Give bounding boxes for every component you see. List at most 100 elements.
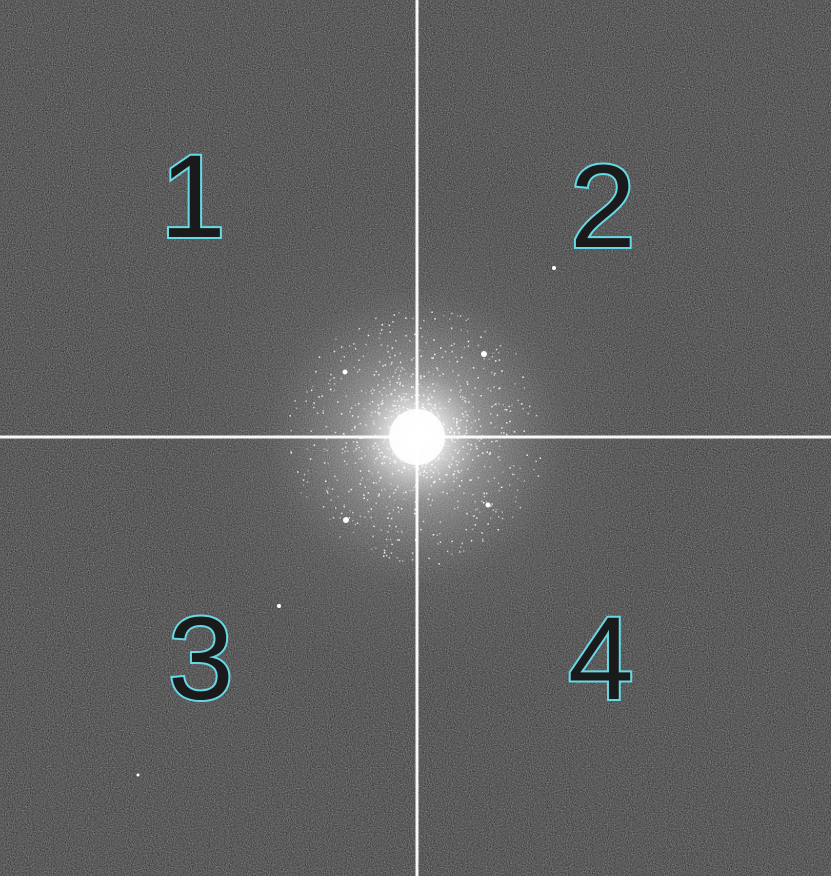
speckle xyxy=(381,463,384,465)
speckle xyxy=(341,413,343,415)
speckle xyxy=(516,489,519,491)
speckle xyxy=(403,466,406,469)
speckle xyxy=(354,425,356,428)
speckle xyxy=(474,500,476,503)
speckle xyxy=(401,471,403,473)
speckle xyxy=(401,367,403,369)
speckle xyxy=(424,466,427,468)
speckle xyxy=(351,429,353,431)
speckle xyxy=(451,458,454,461)
speckle xyxy=(452,457,455,459)
speckle xyxy=(388,525,391,527)
quadrant-label-1: 1 xyxy=(158,131,228,263)
speckle xyxy=(405,372,407,375)
speckle xyxy=(350,488,352,491)
speckle xyxy=(370,516,372,519)
speckle xyxy=(386,545,388,547)
speckle xyxy=(457,431,460,433)
speckle xyxy=(363,408,366,410)
speckle xyxy=(432,357,434,359)
speckle xyxy=(456,437,458,440)
speckle xyxy=(491,371,493,374)
speckle xyxy=(452,420,455,423)
speckle xyxy=(343,433,345,436)
speckle xyxy=(302,479,305,481)
speckle xyxy=(466,383,469,385)
speckle xyxy=(360,457,363,460)
quadrant-label-2: 2 xyxy=(568,141,638,273)
speckle xyxy=(364,486,366,488)
speckle xyxy=(323,448,326,450)
speckle xyxy=(384,438,386,440)
speckle xyxy=(333,389,336,392)
speckle xyxy=(337,401,339,403)
speckle xyxy=(432,534,435,536)
speckle xyxy=(309,458,312,460)
speckle xyxy=(458,374,460,376)
speckle xyxy=(450,463,453,465)
speckle xyxy=(352,512,354,514)
speckle xyxy=(410,386,413,388)
speckle xyxy=(335,507,337,509)
speckle xyxy=(306,448,308,450)
speckle xyxy=(449,461,451,463)
speckle xyxy=(498,403,500,405)
speckle xyxy=(448,318,451,320)
speckle xyxy=(431,499,434,502)
speckle xyxy=(474,509,477,511)
speckle xyxy=(439,521,442,523)
speckle xyxy=(458,432,461,435)
speckle xyxy=(330,388,332,391)
speckle xyxy=(398,374,401,377)
speckle xyxy=(460,329,462,331)
speckle xyxy=(337,495,339,498)
speckle xyxy=(289,415,291,417)
speckle xyxy=(391,473,394,475)
speckle xyxy=(356,371,359,373)
speckle xyxy=(458,485,460,487)
speckle xyxy=(325,426,328,428)
speckle xyxy=(402,560,404,562)
speckle xyxy=(474,420,476,422)
speckle xyxy=(483,367,485,370)
speckle xyxy=(441,356,444,358)
speckle xyxy=(456,464,458,466)
speckle xyxy=(476,438,479,440)
speckle xyxy=(412,317,414,320)
speckle xyxy=(394,404,397,407)
speckle xyxy=(440,347,442,349)
speckle xyxy=(372,535,374,538)
speckle xyxy=(497,352,500,354)
speckle xyxy=(445,458,448,461)
speckle xyxy=(381,399,384,402)
speckle xyxy=(325,438,328,440)
speckle xyxy=(349,510,351,512)
speckle xyxy=(490,413,492,415)
speckle xyxy=(388,324,391,327)
speckle xyxy=(329,518,331,520)
speckle xyxy=(533,468,535,471)
speckle xyxy=(388,496,391,498)
speckle xyxy=(352,441,355,443)
speckle xyxy=(373,423,375,425)
speckle xyxy=(434,407,436,409)
speckle xyxy=(468,401,470,403)
speckle xyxy=(478,418,480,421)
speckle xyxy=(429,393,431,396)
speckle xyxy=(456,477,458,479)
speckle xyxy=(422,406,424,408)
speckle xyxy=(430,411,432,413)
speckle xyxy=(466,453,469,455)
speckle xyxy=(411,396,414,398)
speckle xyxy=(517,477,519,480)
speckle xyxy=(457,470,459,472)
speckle xyxy=(509,410,512,412)
speckle xyxy=(310,430,312,432)
speckle xyxy=(451,428,454,431)
speckle xyxy=(515,353,517,355)
speckle xyxy=(463,492,465,494)
speckle xyxy=(450,327,453,330)
speckle xyxy=(467,415,469,417)
speckle xyxy=(374,442,377,444)
